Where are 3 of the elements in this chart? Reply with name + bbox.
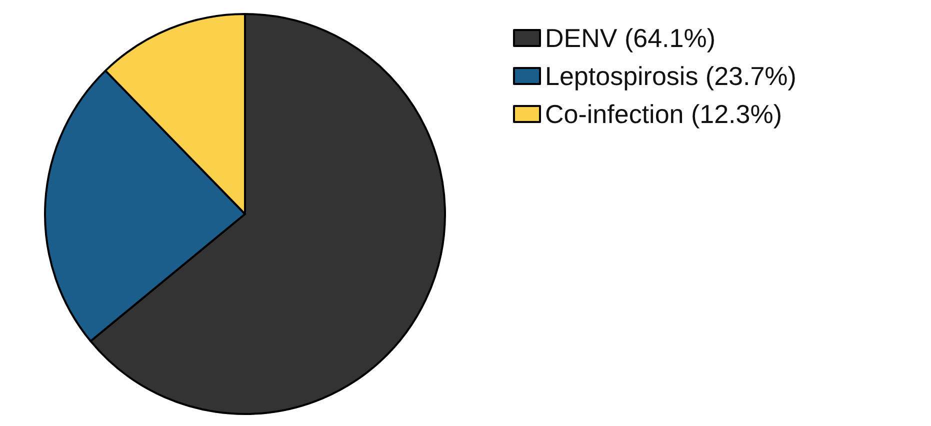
legend-label: Co-infection (12.3%) <box>545 99 782 129</box>
legend-label: DENV (64.1%) <box>545 23 716 53</box>
legend-label: Leptospirosis (23.7%) <box>545 61 796 91</box>
